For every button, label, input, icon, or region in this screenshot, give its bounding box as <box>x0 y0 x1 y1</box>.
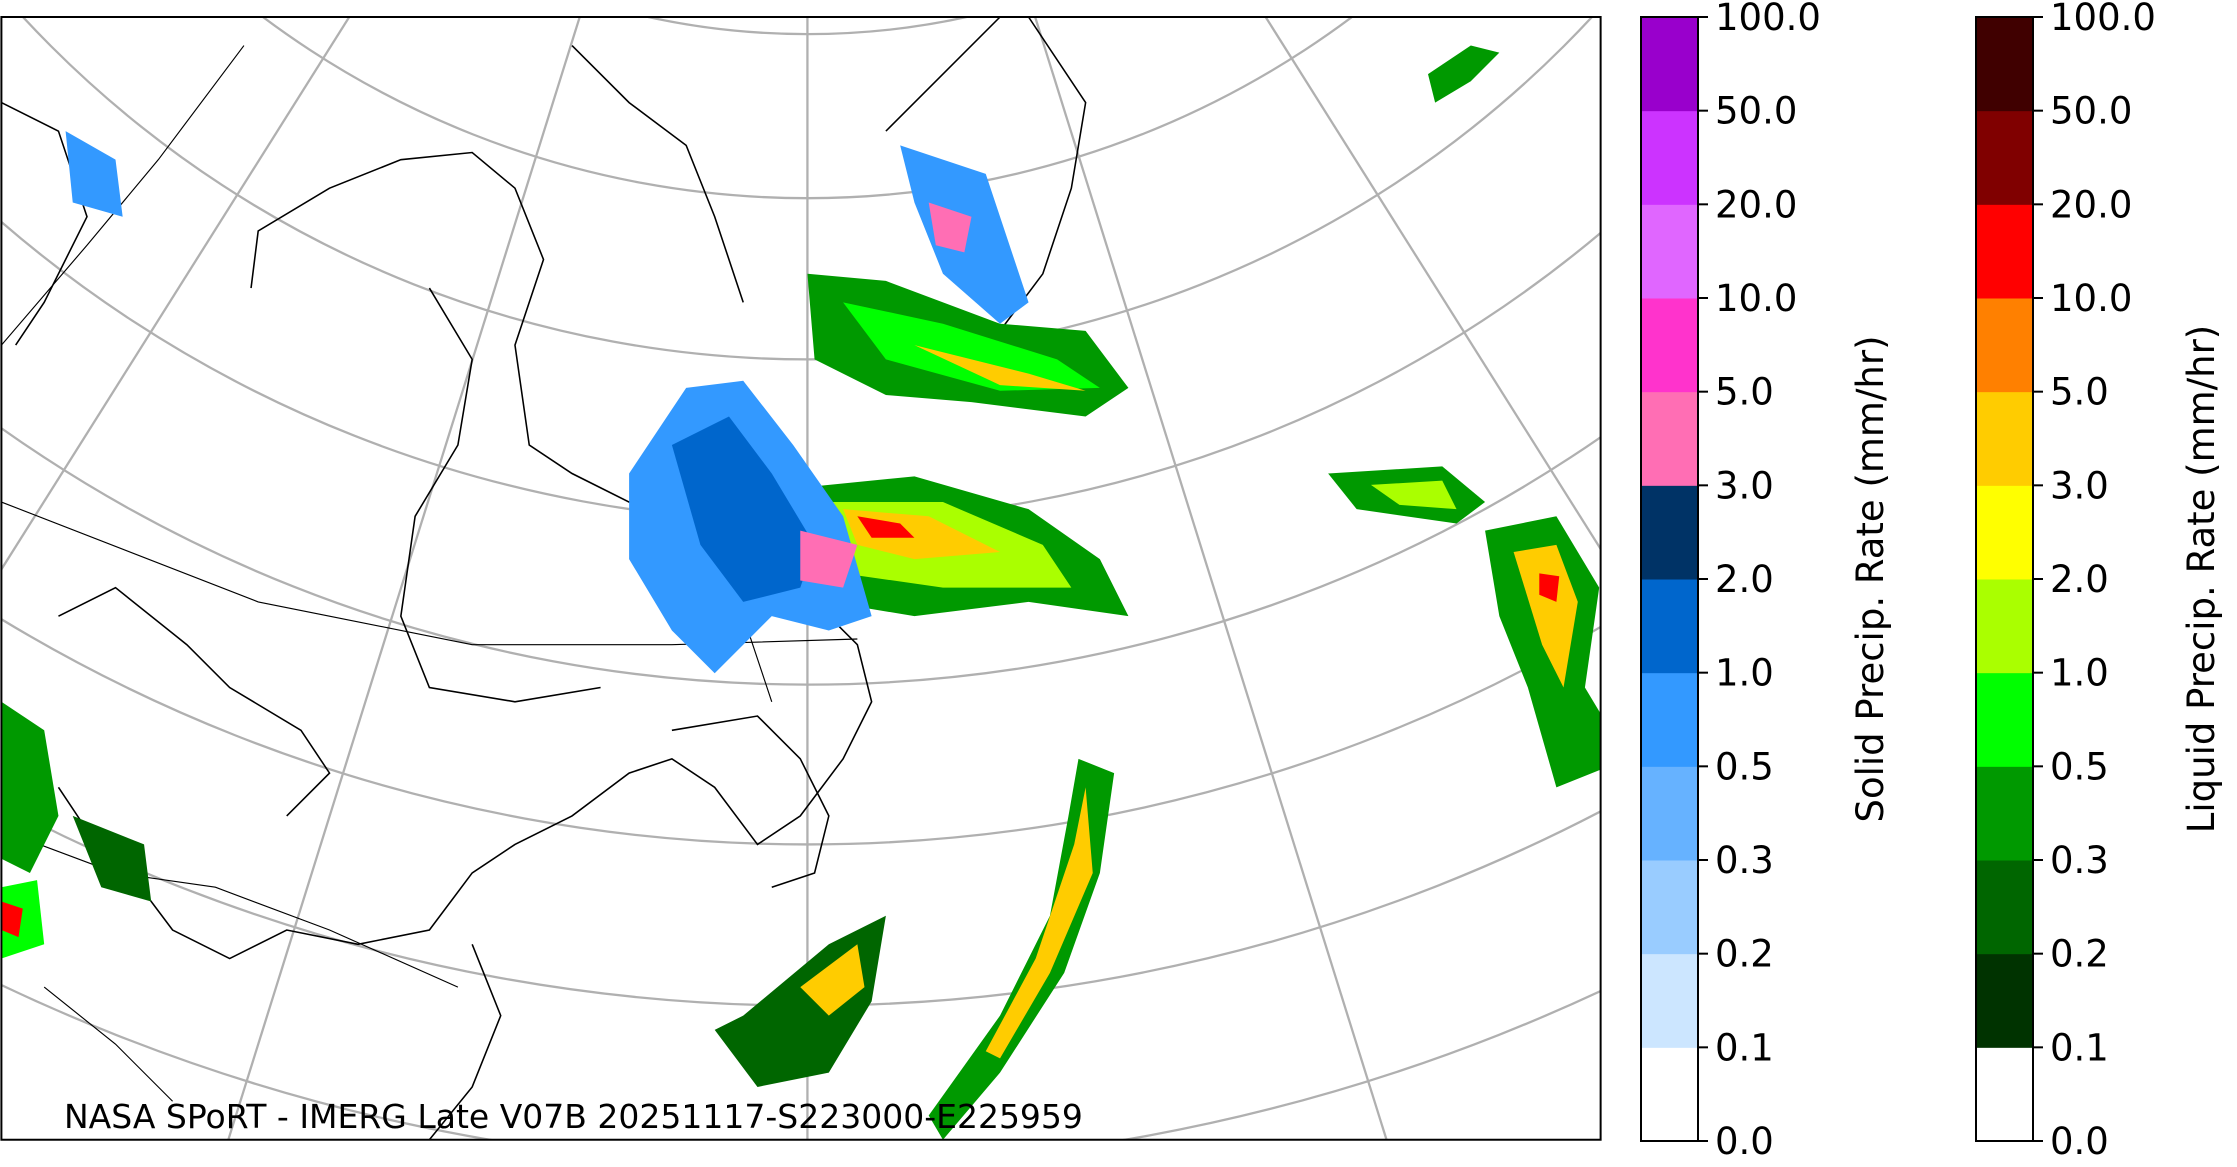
tick-label: 20.0 <box>2050 183 2132 226</box>
colorbar-segment <box>1976 860 2033 955</box>
colorbar-segment <box>1976 17 2033 112</box>
tick-label: 0.3 <box>1715 839 1774 882</box>
colorbar-segment <box>1976 391 2033 486</box>
colorbar-segment <box>1976 298 2033 393</box>
colorbar-segment <box>1641 579 1698 674</box>
colorbar-segment <box>1641 485 1698 580</box>
colorbar-segment <box>1641 391 1698 486</box>
colorbar-segment <box>1641 953 1698 1048</box>
colorbar-segment <box>1641 672 1698 767</box>
tick-label: 50.0 <box>1715 90 1797 133</box>
colorbar-segment <box>1641 17 1698 112</box>
tick-label: 0.2 <box>1715 933 1774 976</box>
tick-label: 0.3 <box>2050 839 2109 882</box>
tick-label: 0.1 <box>1715 1026 1774 1069</box>
colorbar-segment <box>1976 1047 2033 1142</box>
tick-label: 100.0 <box>1715 0 1821 39</box>
tick-label: 0.1 <box>2050 1026 2109 1069</box>
tick-label: 0.5 <box>1715 745 1774 788</box>
tick-label: 20.0 <box>1715 183 1797 226</box>
tick-label: 100.0 <box>2050 0 2156 39</box>
tick-label: 2.0 <box>1715 558 1774 601</box>
colorbar-segment <box>1641 1047 1698 1142</box>
tick-label: 5.0 <box>1715 371 1774 414</box>
precipitation <box>1 45 1601 1140</box>
tick-label: 3.0 <box>2050 464 2109 507</box>
colorbar-segment <box>1641 298 1698 393</box>
colorbar-segment <box>1641 860 1698 955</box>
colorbar-segment <box>1976 110 2033 205</box>
colorbar-segment <box>1641 110 1698 205</box>
tick-label: 2.0 <box>2050 558 2109 601</box>
tick-label: 3.0 <box>1715 464 1774 507</box>
coastlines <box>1 17 1087 1140</box>
colorbar-segment <box>1641 204 1698 299</box>
tick-label: 10.0 <box>2050 277 2132 320</box>
tick-label: 5.0 <box>2050 371 2109 414</box>
tick-label: 1.0 <box>2050 652 2109 695</box>
colorbar-segment <box>1976 672 2033 767</box>
tick-label: 0.0 <box>2050 1120 2109 1163</box>
tick-label: 50.0 <box>2050 90 2132 133</box>
caption: NASA SPoRT - IMERG Late V07B 20251117-S2… <box>64 1097 1083 1136</box>
tick-label: 0.0 <box>1715 1120 1774 1163</box>
tick-label: 0.5 <box>2050 745 2109 788</box>
colorbar-segment <box>1976 485 2033 580</box>
colorbar-segment <box>1976 204 2033 299</box>
colorbar-segment <box>1976 579 2033 674</box>
colorbar-segment <box>1976 953 2033 1048</box>
colorbar-segment <box>1976 766 2033 861</box>
tick-label: 1.0 <box>1715 652 1774 695</box>
colorbar-segment <box>1641 766 1698 861</box>
colorbar-label: Liquid Precip. Rate (mm/hr) <box>2180 325 2223 834</box>
tick-label: 0.2 <box>2050 933 2109 976</box>
colorbar-label: Solid Precip. Rate (mm/hr) <box>1849 335 1892 822</box>
tick-label: 10.0 <box>1715 277 1797 320</box>
